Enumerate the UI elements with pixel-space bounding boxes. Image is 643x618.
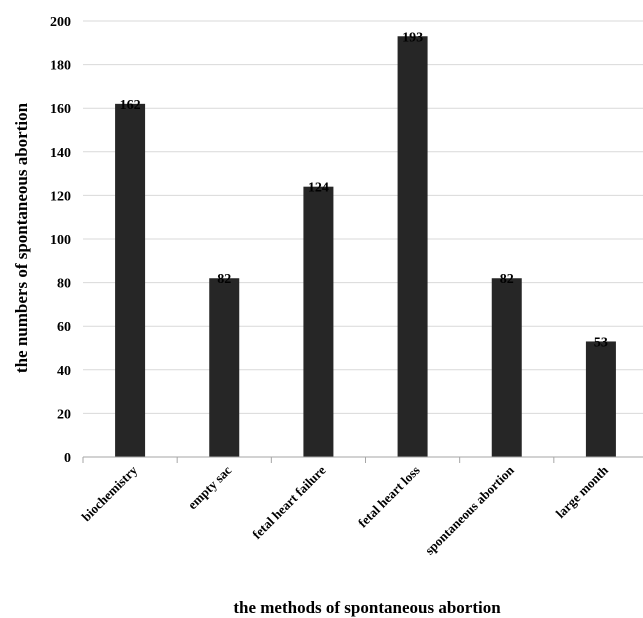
gridlines bbox=[83, 20, 643, 414]
x-tick-labels: biochemistry empty sac fetal heart failure… bbox=[79, 462, 612, 558]
data-label: 162 bbox=[120, 98, 141, 113]
y-tick-label: 140 bbox=[50, 146, 71, 161]
x-tick-label: biochemistry bbox=[79, 462, 141, 524]
bars bbox=[115, 36, 616, 457]
y-axis-title: the numbers of spontaneous abortion bbox=[12, 102, 31, 373]
data-label: 193 bbox=[402, 30, 423, 45]
y-tick-label: 20 bbox=[57, 407, 71, 422]
y-tick-label: 60 bbox=[57, 320, 71, 335]
data-label: 82 bbox=[500, 272, 514, 287]
y-tick-label: 0 bbox=[64, 451, 71, 466]
bar bbox=[115, 103, 146, 457]
y-tick-label: 120 bbox=[50, 189, 71, 204]
y-tick-label: 40 bbox=[57, 364, 71, 379]
y-tick-labels: 0 20 40 60 80 100 120 140 160 180 200 bbox=[50, 15, 71, 466]
bar bbox=[491, 278, 522, 457]
bar bbox=[585, 341, 616, 457]
bar bbox=[303, 186, 334, 457]
data-labels: 162 82 124 193 82 53 bbox=[120, 30, 608, 350]
x-tick-label: spontaneous abortion bbox=[422, 462, 518, 558]
x-tick-label: empty sac bbox=[185, 462, 235, 512]
bar bbox=[209, 278, 240, 457]
x-tick-label: large month bbox=[553, 462, 612, 521]
y-tick-label: 80 bbox=[57, 277, 71, 292]
data-label: 82 bbox=[217, 272, 231, 287]
x-axis-title: the methods of spontaneous abortion bbox=[233, 598, 501, 617]
y-tick-label: 180 bbox=[50, 59, 71, 74]
y-tick-label: 100 bbox=[50, 233, 71, 248]
x-tick-label: fetal heart loss bbox=[355, 463, 423, 531]
bar bbox=[397, 36, 428, 457]
x-tick-label: fetal heart failure bbox=[249, 462, 329, 542]
axes bbox=[82, 456, 643, 463]
data-label: 124 bbox=[308, 181, 329, 196]
data-label: 53 bbox=[594, 335, 608, 350]
y-tick-label: 200 bbox=[50, 15, 71, 30]
y-tick-label: 160 bbox=[50, 102, 71, 117]
